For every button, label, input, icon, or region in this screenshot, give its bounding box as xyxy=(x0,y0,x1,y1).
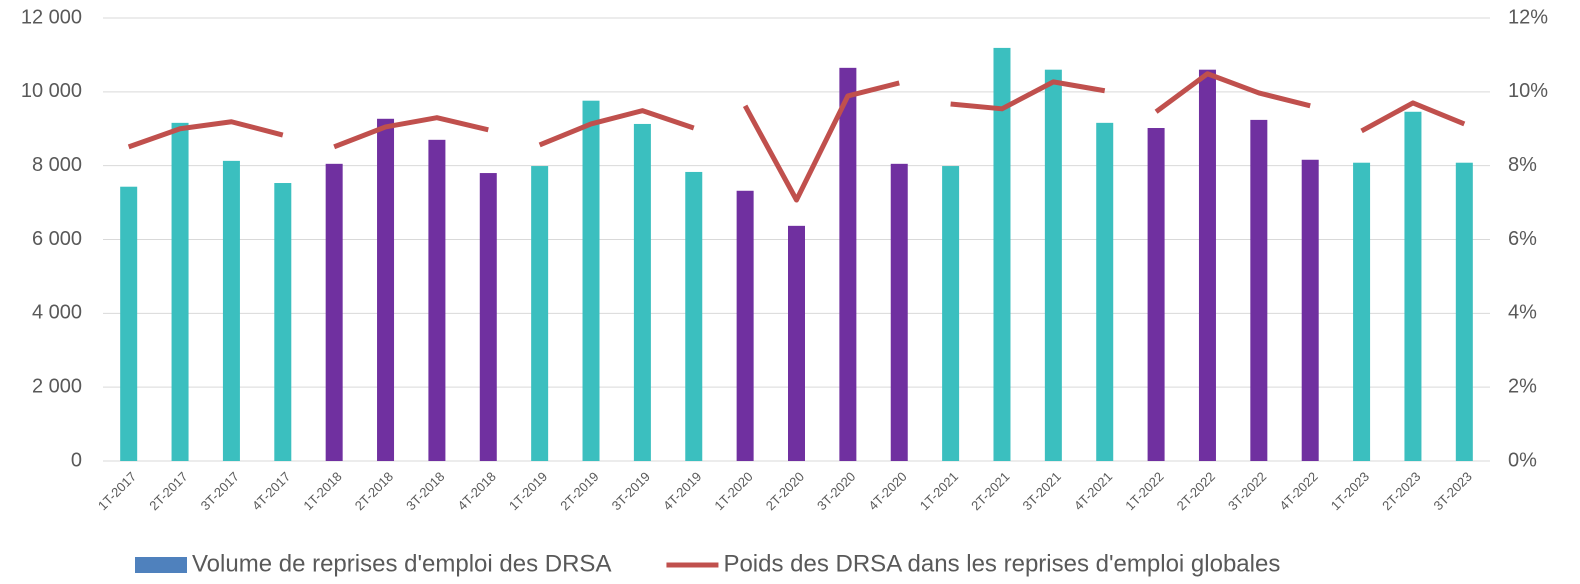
bar xyxy=(1404,111,1422,461)
x-tick-label: 1T-2022 xyxy=(1122,469,1166,513)
bar xyxy=(531,166,549,461)
bar xyxy=(171,122,189,462)
x-tick-label: 4T-2018 xyxy=(454,469,498,513)
x-tick-label: 2T-2020 xyxy=(763,469,807,513)
x-tick-label: 1T-2019 xyxy=(506,469,550,513)
bar xyxy=(633,123,651,461)
x-tick-label: 2T-2017 xyxy=(146,469,190,513)
x-tick-label: 1T-2020 xyxy=(711,469,755,513)
bar xyxy=(1353,162,1371,462)
x-tick-label: 3T-2018 xyxy=(403,469,447,513)
bar xyxy=(942,166,960,461)
x-tick-label: 4T-2021 xyxy=(1071,469,1115,513)
y-tick-label: 10 000 xyxy=(21,80,82,102)
bar xyxy=(377,118,395,461)
bar xyxy=(1096,122,1114,462)
x-tick-label: 2T-2018 xyxy=(352,469,396,513)
x-tick-label: 3T-2017 xyxy=(198,469,242,513)
y-tick-label: 0 xyxy=(71,449,82,471)
bar xyxy=(993,47,1011,462)
y2-tick-label: 4% xyxy=(1508,302,1537,324)
y2-tick-label: 6% xyxy=(1508,228,1537,250)
bar xyxy=(788,225,805,461)
y2-tick-label: 12% xyxy=(1508,6,1548,28)
x-tick-label: 2T-2023 xyxy=(1379,469,1423,513)
bar xyxy=(274,183,292,461)
x-tick-label: 1T-2023 xyxy=(1328,469,1372,513)
y-tick-label: 4 000 xyxy=(32,302,82,324)
x-tick-label: 3T-2021 xyxy=(1020,469,1064,513)
x-tick-label: 4T-2019 xyxy=(660,469,704,513)
x-tick-label: 1T-2017 xyxy=(95,469,139,513)
bar xyxy=(1044,69,1062,461)
bar xyxy=(120,186,138,461)
bar xyxy=(1301,159,1319,461)
bar xyxy=(582,100,600,462)
x-tick-label: 4T-2022 xyxy=(1276,469,1320,513)
x-tick-label: 3T-2023 xyxy=(1431,469,1475,513)
bar xyxy=(1250,119,1268,461)
x-tick-label: 2T-2019 xyxy=(557,469,601,513)
x-tick-label: 1T-2021 xyxy=(917,469,961,513)
bar xyxy=(839,67,857,462)
bar xyxy=(685,171,703,461)
x-tick-label: 3T-2019 xyxy=(609,469,653,513)
x-tick-label: 2T-2022 xyxy=(1174,469,1218,513)
x-tick-label: 4T-2020 xyxy=(865,469,909,513)
y2-tick-label: 8% xyxy=(1508,154,1537,176)
bar xyxy=(479,173,497,462)
y-tick-label: 6 000 xyxy=(32,228,82,250)
y-tick-label: 2 000 xyxy=(32,375,82,397)
bar xyxy=(222,160,240,461)
bar xyxy=(890,163,908,461)
legend-swatch xyxy=(135,557,187,573)
x-tick-label: 1T-2018 xyxy=(300,469,344,513)
line xyxy=(127,71,1466,203)
y2-tick-label: 0% xyxy=(1508,449,1537,471)
x-tick-label: 3T-2020 xyxy=(814,469,858,513)
bar xyxy=(1198,69,1216,461)
bar xyxy=(428,139,446,461)
y2-tick-label: 10% xyxy=(1508,80,1548,102)
x-tick-label: 2T-2021 xyxy=(968,469,1012,513)
y-tick-label: 8 000 xyxy=(32,154,82,176)
legend-label: Volume de reprises d'emploi des DRSA xyxy=(192,550,611,577)
bar xyxy=(736,190,754,461)
bar xyxy=(325,163,343,461)
y2-tick-label: 2% xyxy=(1508,375,1537,397)
y-tick-label: 12 000 xyxy=(21,6,82,28)
legend-label: Poids des DRSA dans les reprises d'emplo… xyxy=(723,550,1280,577)
x-tick-label: 4T-2017 xyxy=(249,469,293,513)
bar xyxy=(1147,128,1165,462)
bar xyxy=(1455,162,1473,462)
x-tick-label: 3T-2022 xyxy=(1225,469,1269,513)
